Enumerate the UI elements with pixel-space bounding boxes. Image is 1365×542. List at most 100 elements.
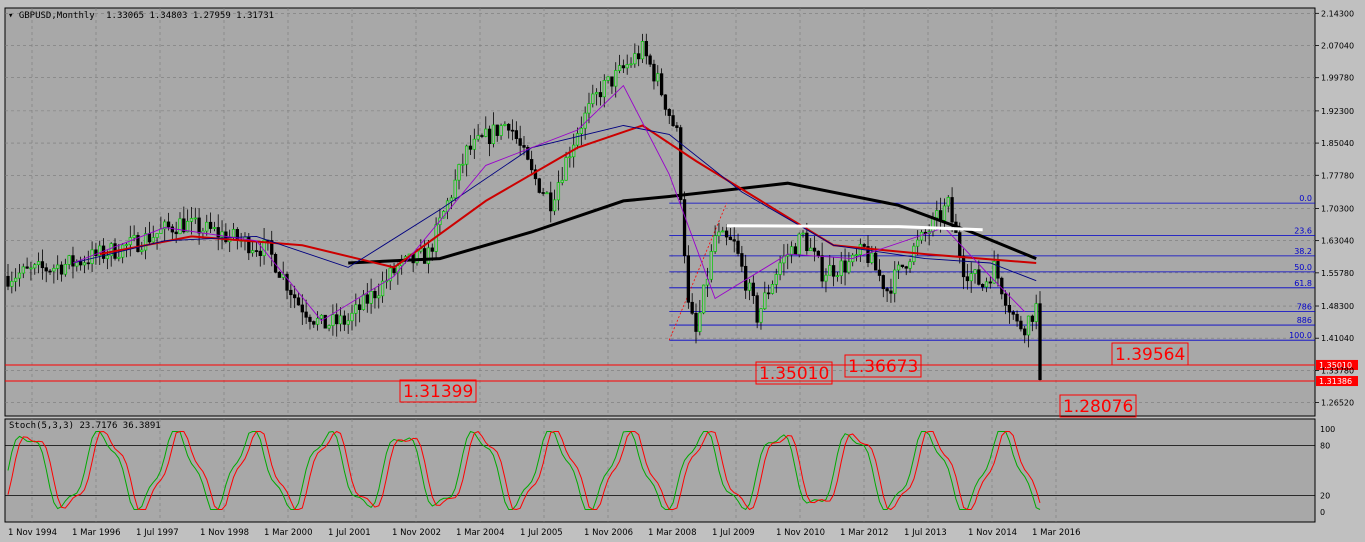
candle-body <box>357 304 362 310</box>
candle-body <box>136 235 140 252</box>
candle-body <box>984 281 989 288</box>
candle-body <box>293 294 297 299</box>
price-tick-label: 1.92300 <box>1321 107 1354 116</box>
candle-body <box>346 320 350 325</box>
candle-body <box>935 210 939 219</box>
candle-body <box>805 232 809 251</box>
candle-body <box>786 254 790 257</box>
candle-body <box>644 41 648 57</box>
candle-body <box>831 265 836 277</box>
moving-averages <box>72 84 1037 322</box>
candle-body <box>996 261 1000 279</box>
candle-body <box>744 265 748 291</box>
stochastic-panel[interactable] <box>4 418 1316 523</box>
candle-body <box>896 264 901 271</box>
time-tick-label: 1 Jul 1997 <box>136 528 179 538</box>
price-tick-label: 2.07040 <box>1321 42 1354 51</box>
candle-body <box>893 269 897 294</box>
candle-body <box>564 157 568 181</box>
time-tick-label: 1 Nov 2010 <box>776 528 825 538</box>
candle-body <box>59 264 64 275</box>
candle-body <box>1034 303 1038 322</box>
ma-purple-line <box>72 84 1026 322</box>
candle-body <box>117 256 121 259</box>
candle-body <box>476 135 480 140</box>
horizontal-lines[interactable]: 1.35010 1.31386 <box>5 359 1358 387</box>
price-label-text: 1.36673 <box>848 357 918 377</box>
candle-body <box>751 282 755 296</box>
candle-body <box>862 244 866 247</box>
candle-body <box>56 264 60 269</box>
candle-body <box>315 318 320 325</box>
candle-body <box>422 248 427 264</box>
candle-body <box>606 76 610 81</box>
candle-body <box>629 63 633 66</box>
candle-body <box>591 93 595 104</box>
candle-body <box>10 280 14 287</box>
candle-body <box>132 235 136 238</box>
candle-body <box>480 135 484 137</box>
candle-body <box>633 53 637 65</box>
candle-body <box>977 269 981 285</box>
fib-level-label: 50.0 <box>1294 263 1312 272</box>
axis-price-tag-text: 1.31386 <box>1319 377 1352 386</box>
candle-body <box>812 247 817 252</box>
candle-body <box>296 297 301 306</box>
candle-body <box>533 169 538 180</box>
ma-white-line <box>726 224 983 232</box>
candle-body <box>140 249 144 252</box>
candle-body <box>717 231 721 237</box>
candle-body <box>78 261 83 266</box>
candle-body <box>526 146 530 160</box>
candle-body <box>522 145 526 148</box>
candlesticks <box>6 33 1042 381</box>
candle-body <box>361 294 366 310</box>
candle-body <box>552 199 557 212</box>
candle-body <box>216 227 220 238</box>
price-labels[interactable]: 1.31399 1.35010 1.36673 1.39564 1.28076 <box>399 342 1189 418</box>
price-tick-label: 1.77780 <box>1321 171 1354 180</box>
candle-body <box>992 261 996 284</box>
candle-body <box>877 269 882 276</box>
candle-body <box>369 290 373 304</box>
candle-body <box>614 70 618 87</box>
candle-body <box>468 145 473 150</box>
candle-body <box>90 249 94 264</box>
candle-body <box>942 205 947 221</box>
candle-body <box>828 265 832 276</box>
dropdown-triangle-icon[interactable]: ▾ <box>8 11 14 21</box>
candle-body <box>1019 320 1023 330</box>
stoch-tick-label: 100 <box>1320 425 1335 434</box>
candle-body <box>205 221 209 232</box>
ohlc-values: 1.33065 1.34803 1.27959 1.31731 <box>106 11 275 21</box>
candle-body <box>491 124 496 144</box>
candle-body <box>166 221 171 228</box>
candle-body <box>507 123 511 131</box>
symbol-title: GBPUSD,Monthly <box>18 11 95 21</box>
fibonacci-retracement[interactable]: 0.0 23.6 38.2 50.0 61.8 786 886 100.0 <box>668 194 1315 341</box>
time-tick-label: 1 Nov 2002 <box>392 528 441 538</box>
candle-body <box>231 229 236 238</box>
candle-body <box>797 233 801 255</box>
price-tick-label: 1.48300 <box>1321 302 1354 311</box>
candle-body <box>602 80 606 98</box>
candle-body <box>755 295 759 323</box>
candle-body <box>178 218 182 235</box>
candle-body <box>946 197 950 207</box>
candle-body <box>598 92 603 98</box>
candle-body <box>617 65 622 71</box>
chart-header: ▾ GBPUSD,Monthly 1.33065 1.34803 1.27959… <box>8 11 274 21</box>
candle-body <box>373 290 377 299</box>
candle-body <box>503 123 507 126</box>
candle-body <box>587 103 591 114</box>
candle-body <box>388 267 392 282</box>
candle-body <box>430 247 434 252</box>
fib-level-label: 61.8 <box>1294 279 1312 288</box>
candle-body <box>728 236 733 241</box>
candle-body <box>220 231 224 238</box>
candle-body <box>656 73 660 82</box>
candle-body <box>319 314 324 319</box>
candle-body <box>820 255 824 282</box>
candle-body <box>713 235 717 252</box>
